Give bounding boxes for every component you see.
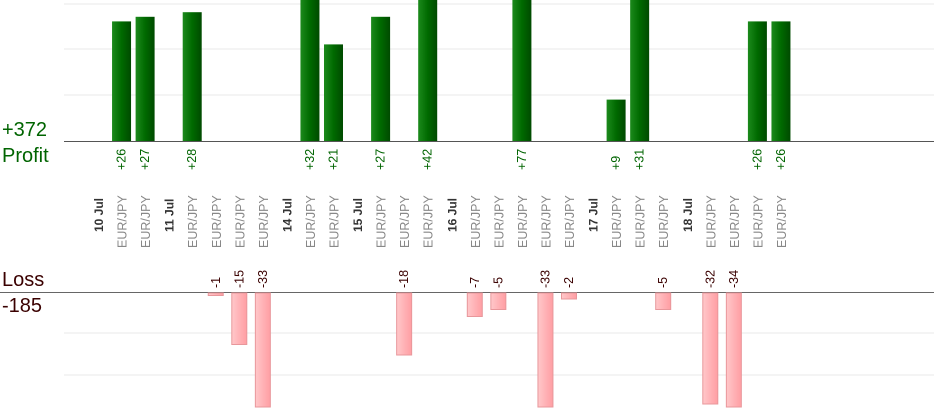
profit-bar xyxy=(371,16,391,141)
pair-label: EUR/JPY xyxy=(516,195,530,248)
profit-value-label: +21 xyxy=(327,149,341,170)
profit-bar xyxy=(300,0,320,141)
profit-value-label: +28 xyxy=(185,149,199,170)
profit-bar xyxy=(112,21,132,141)
pair-label: EUR/JPY xyxy=(657,195,671,248)
pair-label: EUR/JPY xyxy=(634,195,648,248)
loss-value-label: -5 xyxy=(491,277,505,288)
profit-value-label: +42 xyxy=(421,149,435,170)
pair-label: EUR/JPY xyxy=(704,195,718,248)
loss-bar xyxy=(231,292,248,345)
profit-value-label: +27 xyxy=(138,149,152,170)
pair-label: EUR/JPY xyxy=(186,195,200,248)
profit-value-label: +27 xyxy=(374,149,388,170)
date-label: 18 Jul xyxy=(681,198,695,232)
profit-value-label: +32 xyxy=(303,149,317,170)
loss-bar xyxy=(561,292,577,300)
loss-value-label: -5 xyxy=(656,277,670,288)
profit-value-label: +26 xyxy=(774,149,788,170)
profit-total: +372 xyxy=(2,119,48,141)
pair-label: EUR/JPY xyxy=(139,195,153,248)
pair-label: EUR/JPY xyxy=(539,195,553,248)
profit-bar xyxy=(630,0,650,141)
profit-bar xyxy=(512,0,532,141)
profit-bar xyxy=(182,12,202,142)
pair-label: EUR/JPY xyxy=(751,195,765,248)
profit-label: Profit xyxy=(2,145,49,167)
loss-bar xyxy=(655,292,672,310)
pair-label: EUR/JPY xyxy=(563,195,577,248)
pair-label: EUR/JPY xyxy=(233,195,247,248)
profit-bar xyxy=(135,16,155,141)
value-labels: +26 +27 +28 -1 -15 -33 +32 +21 +27 -18 +42 -7 -5 +77 -… xyxy=(115,149,788,288)
profit-value-label: +26 xyxy=(750,149,764,170)
loss-value-label: -1 xyxy=(209,277,223,288)
profit-value-label: +9 xyxy=(609,156,623,170)
loss-value-label: -15 xyxy=(232,270,246,288)
profit-bar xyxy=(606,99,626,141)
loss-label: Loss xyxy=(2,269,45,291)
loss-bar xyxy=(725,292,742,408)
loss-value-label: -32 xyxy=(703,270,717,288)
profit-bar xyxy=(747,21,767,141)
loss-value-label: -34 xyxy=(727,270,741,288)
pair-label: EUR/JPY xyxy=(116,195,130,248)
date-label: 17 Jul xyxy=(587,198,601,232)
pair-label: EUR/JPY xyxy=(728,195,742,248)
profit-value-label: +77 xyxy=(515,149,529,170)
loss-total: -185 xyxy=(2,295,43,317)
profit-bars xyxy=(112,0,791,142)
date-label: 16 Jul xyxy=(445,198,459,232)
loss-bar xyxy=(396,292,413,356)
loss-value-label: -33 xyxy=(256,270,270,288)
loss-value-label: -33 xyxy=(538,270,552,288)
profit-value-label: +31 xyxy=(633,149,647,170)
loss-value-label: -7 xyxy=(468,277,482,288)
loss-value-label: -2 xyxy=(562,277,576,288)
profit-bar xyxy=(771,21,791,141)
date-label: 15 Jul xyxy=(351,198,365,232)
date-label: 11 Jul xyxy=(163,199,177,232)
pair-label: EUR/JPY xyxy=(610,195,624,248)
profit-bar xyxy=(324,44,343,141)
profit-value-label: +26 xyxy=(115,149,129,170)
pair-label: EUR/JPY xyxy=(375,195,389,248)
loss-bar xyxy=(702,292,719,405)
loss-bar xyxy=(254,292,271,408)
grid-lines xyxy=(0,3,934,376)
pair-label: EUR/JPY xyxy=(328,195,342,248)
profit-bar xyxy=(418,0,438,141)
pair-label: EUR/JPY xyxy=(210,195,224,248)
loss-bar xyxy=(207,292,224,296)
pair-label: EUR/JPY xyxy=(492,195,506,248)
loss-bars xyxy=(207,292,742,408)
loss-bar xyxy=(537,292,554,408)
pair-label: EUR/JPY xyxy=(775,195,789,248)
loss-bar xyxy=(490,292,507,310)
pair-label: EUR/JPY xyxy=(257,195,271,248)
date-label: 14 Jul xyxy=(280,198,294,232)
pair-label: EUR/JPY xyxy=(422,195,436,248)
date-label: 10 Jul xyxy=(92,198,106,232)
pair-label: EUR/JPY xyxy=(469,195,483,248)
category-labels: 10 Jul EUR/JPY EUR/JPY 11 Jul EUR/JPY EUR/JPY… xyxy=(92,195,789,248)
loss-bar xyxy=(466,292,483,317)
pair-label: EUR/JPY xyxy=(398,195,412,248)
loss-value-label: -18 xyxy=(397,270,411,288)
pair-label: EUR/JPY xyxy=(304,195,318,248)
